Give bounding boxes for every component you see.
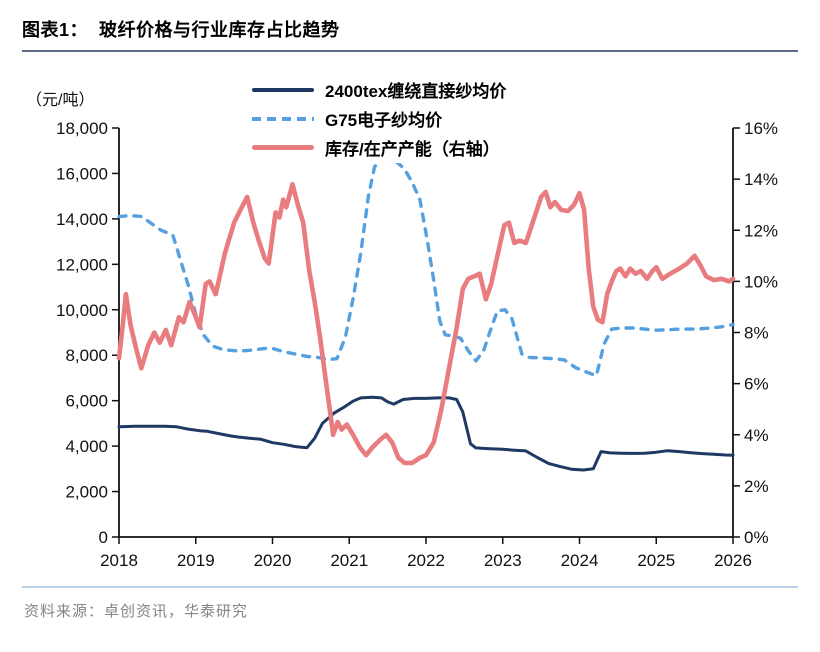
source-text: 资料来源：卓创资讯，华泰研究 bbox=[24, 603, 249, 620]
x-axis-tick-label: 2022 bbox=[407, 551, 445, 570]
right-axis-tick-label: 16% bbox=[744, 119, 778, 138]
right-axis-tick-label: 2% bbox=[744, 477, 769, 496]
x-axis-tick-label: 2023 bbox=[484, 551, 522, 570]
x-axis-tick-label: 2019 bbox=[177, 551, 215, 570]
left-axis-tick-label: 2,000 bbox=[65, 483, 108, 502]
x-axis-tick-label: 2025 bbox=[637, 551, 675, 570]
legend-item-g75-yarn: G75电子纱均价 bbox=[252, 104, 506, 133]
legend-label: 2400tex缠绕直接纱均价 bbox=[325, 82, 507, 101]
legend-line-sample-dashed-blue bbox=[252, 116, 314, 121]
chart-legend: 2400tex缠绕直接纱均价 G75电子纱均价 库存/在产产能（右轴） bbox=[250, 74, 515, 163]
left-axis-tick-label: 4,000 bbox=[65, 437, 108, 456]
legend-label: 库存/在产产能（右轴） bbox=[325, 140, 500, 159]
legend-item-direct-yarn: 2400tex缠绕直接纱均价 bbox=[252, 75, 506, 104]
chart-title: 图表1： 玻纤价格与行业库存占比趋势 bbox=[22, 20, 340, 40]
x-axis-tick-label: 2018 bbox=[100, 551, 138, 570]
right-axis-tick-label: 12% bbox=[744, 221, 778, 240]
left-axis-tick-label: 12,000 bbox=[56, 255, 108, 274]
left-axis-tick-label: 6,000 bbox=[65, 392, 108, 411]
right-axis-tick-label: 14% bbox=[744, 170, 778, 189]
left-axis-tick-label: 8,000 bbox=[65, 346, 108, 365]
right-axis-tick-label: 8% bbox=[744, 324, 769, 343]
legend-line-sample-solid-navy bbox=[252, 87, 314, 92]
bottom-rule bbox=[22, 586, 798, 588]
series-line-2 bbox=[116, 181, 736, 466]
left-axis-tick-label: 14,000 bbox=[56, 210, 108, 229]
right-axis-tick-label: 0% bbox=[744, 528, 769, 547]
x-axis-tick-label: 2021 bbox=[330, 551, 368, 570]
left-axis-tick-label: 0 bbox=[99, 528, 108, 547]
legend-label: G75电子纱均价 bbox=[325, 111, 443, 130]
y-axis-unit-label: （元/吨） bbox=[26, 92, 95, 109]
right-axis-tick-label: 6% bbox=[744, 375, 769, 394]
x-axis-tick-label: 2024 bbox=[561, 551, 599, 570]
x-axis-tick-label: 2020 bbox=[254, 551, 292, 570]
series-line-0 bbox=[117, 395, 735, 472]
header-rule bbox=[22, 50, 798, 52]
left-axis-tick-label: 10,000 bbox=[56, 301, 108, 320]
series-line-1 bbox=[117, 158, 735, 378]
right-axis-tick-label: 4% bbox=[744, 426, 769, 445]
left-axis-tick-label: 16,000 bbox=[56, 164, 108, 183]
legend-item-inventory-ratio: 库存/在产产能（右轴） bbox=[252, 133, 506, 162]
right-axis-tick-label: 10% bbox=[744, 272, 778, 291]
legend-line-sample-solid-red bbox=[252, 145, 314, 150]
left-axis-tick-label: 18,000 bbox=[56, 119, 108, 138]
x-axis-tick-label: 2026 bbox=[714, 551, 752, 570]
